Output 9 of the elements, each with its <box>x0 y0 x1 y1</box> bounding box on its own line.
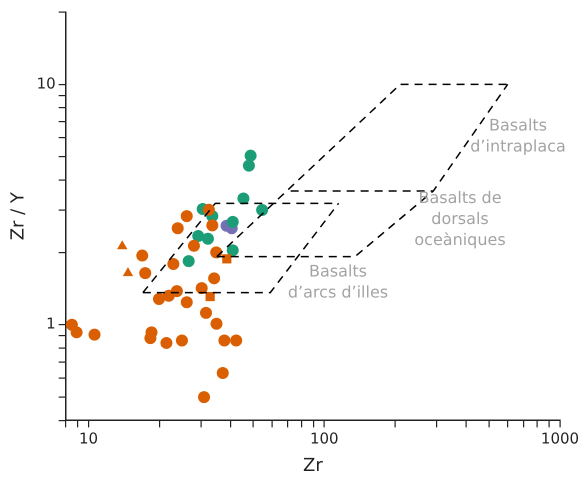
x-tick-label: 100 <box>310 429 339 448</box>
annotation: Basalts de dorsals oceàniques <box>414 188 506 250</box>
y-tick-label: 1 <box>46 314 56 333</box>
x-tick-label: 1000 <box>540 429 580 448</box>
annotation: Basalts d’arcs d’illes <box>288 262 388 302</box>
x-axis-title: Zr <box>302 454 324 476</box>
y-axis-title: Zr / Y <box>7 191 28 240</box>
x-tick-label: 10 <box>78 429 98 448</box>
annotation: Basalts d’intraplaca <box>470 116 566 156</box>
